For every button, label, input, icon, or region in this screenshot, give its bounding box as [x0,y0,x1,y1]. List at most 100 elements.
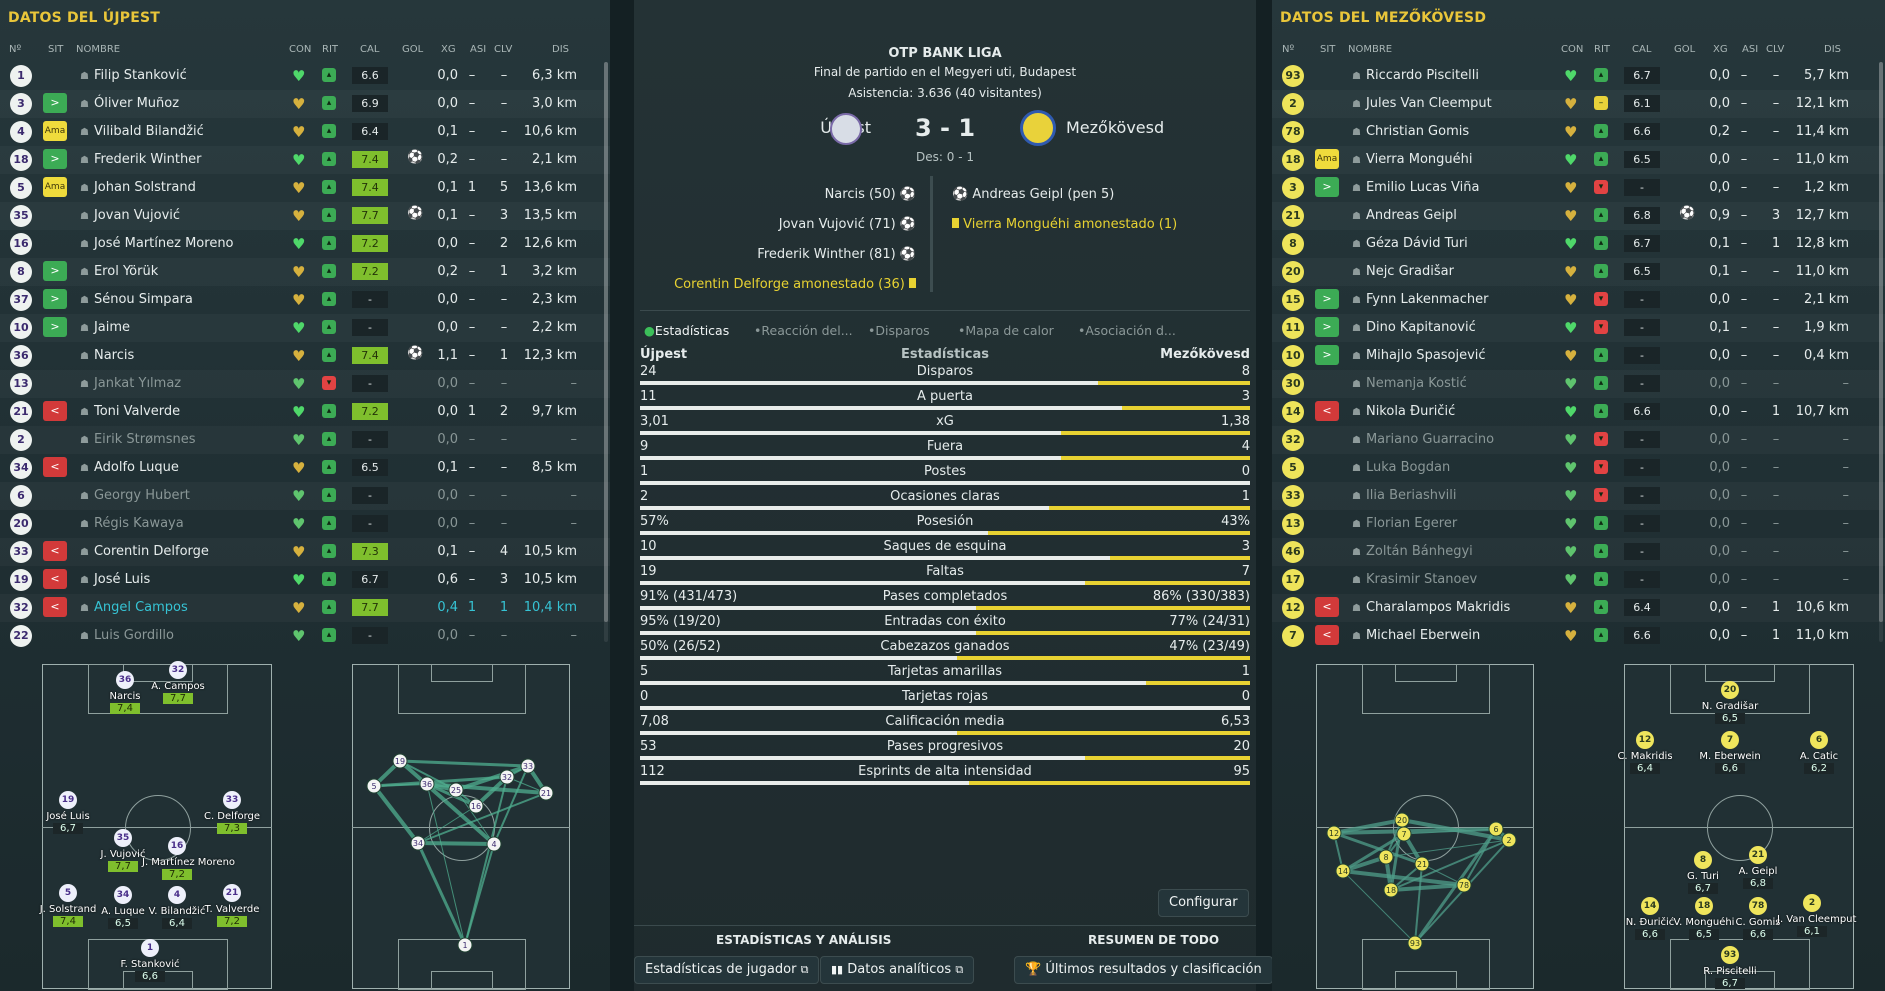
col-name[interactable]: NOMBRE [76,44,121,55]
player-name[interactable]: ☗ Mariano Guarracino [1352,432,1495,447]
table-row[interactable]: 3 > ☗ Óliver Muñoz ♥ ▴ 6.9 0,0– –3,0 km [0,90,610,118]
formation-player[interactable]: 8 G. Turi 6,7 [1668,851,1738,894]
table-row[interactable]: 2 ☗ Eirik Strømsnes ♥ ▴ -0,0– – – [0,426,610,454]
player-name[interactable]: ☗ Mihajlo Spasojević [1352,348,1486,363]
player-name[interactable]: ☗ Filip Stanković [80,68,187,83]
table-row[interactable]: 34 < ☗ Adolfo Luque ♥ ▴ 6.5 0,1– –8,5 km [0,454,610,482]
formation-player[interactable]: 21 A. Geipl 6,8 [1723,846,1793,889]
col-clv[interactable]: CLV [1766,44,1785,55]
player-name[interactable]: ☗ Géza Dávid Turi [1352,236,1468,251]
player-name[interactable]: ☗ Krasimir Stanoev [1352,572,1478,587]
player-name[interactable]: ☗ Fynn Lakenmacher [1352,292,1489,307]
player-name[interactable]: ☗ Adolfo Luque [80,460,179,475]
tab-asociacion[interactable]: • Asociación d... [1078,323,1176,338]
col-gol[interactable]: GOL [402,44,424,55]
player-name[interactable]: ☗ Frederik Winther [80,152,202,167]
table-row[interactable]: 19 < ☗ José Luis ♥ ▴ 6.7 0,6– 3 10,5 km [0,566,610,594]
table-row[interactable]: 16 ☗ José Martínez Moreno ♥ ▴ 7.2 0,0– 2 12,6 km [0,230,610,258]
table-row[interactable]: 35 ☗ Jovan Vujović ♥ ▴ 7.7 ⚽ 0,1– 3 13,5 km [0,202,610,230]
player-name[interactable]: ☗ José Luis [80,572,151,587]
formation-player[interactable]: 6 A. Catic 6,2 [1784,731,1854,774]
table-row[interactable]: 78 ☗ Christian Gomis ♥ ▴ 6.6 0,2– –11,4 km [1272,118,1885,146]
col-con[interactable]: CON [1561,44,1584,55]
player-name[interactable]: ☗ Nejc Gradišar [1352,264,1454,279]
player-name[interactable]: ☗ Zoltán Bánhegyi [1352,544,1473,559]
col-xg[interactable]: XG [441,44,456,55]
player-name[interactable]: ☗ Vilibald Bilandžić [80,124,204,139]
table-row[interactable]: 32 < ☗ Angel Campos ♥ ▴ 7.7 0,4 1 1 10,4 km [0,594,610,622]
table-row[interactable]: 10 > ☗ Jaime ♥ ▴ -0,0– –2,2 km [0,314,610,342]
player-name[interactable]: ☗ Narcis [80,348,135,363]
col-asi[interactable]: ASI [1742,44,1759,55]
analytics-button[interactable]: ▮▮ Datos analíticos ⧉ [820,956,975,984]
table-row[interactable]: 37 > ☗ Sénou Simpara ♥ ▴ -0,0– –2,3 km [0,286,610,314]
home-crest-icon[interactable] [830,113,862,145]
player-name[interactable]: ☗ Sénou Simpara [80,292,193,307]
player-name[interactable]: ☗ Ilia Beriashvili [1352,488,1457,503]
player-name[interactable]: ☗ Georgy Hubert [80,488,190,503]
col-no[interactable]: Nº [9,44,22,55]
table-row[interactable]: 5 ☗ Luka Bogdan ♥ ▾ -0,0– – – [1272,454,1885,482]
formation-player[interactable]: 19 José Luis 6,7 [33,791,103,834]
col-cal[interactable]: CAL [1632,44,1652,55]
player-name[interactable]: ☗ Charalampos Makridis [1352,600,1511,615]
formation-player[interactable]: 33 C. Delforge 7,3 [197,791,267,834]
away-team-name[interactable]: Mezőkövesd [1066,118,1165,137]
player-name[interactable]: ☗ Michael Eberwein [1352,628,1481,643]
away-crest-icon[interactable] [1020,110,1056,146]
formation-player[interactable]: 16 J. Martínez Moreno 7,2 [142,837,235,880]
player-name[interactable]: ☗ Luka Bogdan [1352,460,1451,475]
formation-player[interactable]: 1 F. Stanković 6,6 [115,939,185,982]
player-name[interactable]: ☗ Jaime [80,320,131,335]
col-no[interactable]: Nº [1282,44,1295,55]
col-dis[interactable]: DIS [552,44,569,55]
table-row[interactable]: 32 ☗ Mariano Guarracino ♥ ▾ -0,0– – – [1272,426,1885,454]
table-row[interactable]: 6 ☗ Georgy Hubert ♥ ▴ -0,0– – – [0,482,610,510]
table-row[interactable]: 22 ☗ Luis Gordillo ♥ ▴ -0,0– – – [0,622,610,650]
player-name[interactable]: ☗ Nikola Đuričić [1352,404,1456,419]
table-row[interactable]: 2 ☗ Jules Van Cleemput ♥ –6.1 0,0– –12,1 km [1272,90,1885,118]
table-row[interactable]: 8 ☗ Géza Dávid Turi ♥ ▴ 6.7 0,1– 1 12,8 km [1272,230,1885,258]
table-row[interactable]: 21 ☗ Andreas Geipl ♥ ▴ 6.8 ⚽ 0,9– 3 12,7 km [1272,202,1885,230]
player-name[interactable]: ☗ José Martínez Moreno [80,236,234,251]
col-rit[interactable]: RIT [322,44,339,55]
table-row[interactable]: 14 < ☗ Nikola Đuričić ♥ ▴ 6.6 0,0– 1 10,7 km [1272,398,1885,426]
col-sit[interactable]: SIT [48,44,64,55]
formation-player[interactable]: 2 J. Van Cleemput 6,1 [1777,894,1856,937]
formation-player[interactable]: 32 A. Campos 7,7 [143,661,213,704]
table-row[interactable]: 8 > ☗ Erol Yörük ♥ ▴ 7.2 0,2– 1 3,2 km [0,258,610,286]
col-cal[interactable]: CAL [360,44,380,55]
configure-button[interactable]: Configurar [1158,889,1249,917]
col-xg[interactable]: XG [1713,44,1728,55]
formation-player[interactable]: 36 Narcis 7,4 [90,671,160,714]
tab-reaccion[interactable]: • Reacción del... [754,323,853,338]
formation-player[interactable]: 7 M. Eberwein 6,6 [1695,731,1765,774]
table-row[interactable]: 1 ☗ Filip Stanković ♥ ▴ 6.6 0,0– –6,3 km [0,62,610,90]
table-row[interactable]: 20 ☗ Nejc Gradišar ♥ ▴ 6.5 0,1– –11,0 km [1272,258,1885,286]
table-row[interactable]: 93 ☗ Riccardo Piscitelli ♥ ▴ 6.7 0,0– –5,7 km [1272,62,1885,90]
col-dis[interactable]: DIS [1824,44,1841,55]
tab-disparos[interactable]: • Disparos [868,323,930,338]
table-row[interactable]: 21 < ☗ Toni Valverde ♥ ▴ 7.2 0,0 1 2 9,7 km [0,398,610,426]
player-name[interactable]: ☗ Nemanja Kostić [1352,376,1467,391]
table-row[interactable]: 7 < ☗ Michael Eberwein ♥ ▴ 6.6 0,0– 1 11,0 km [1272,622,1885,650]
player-name[interactable]: ☗ Jankat Yılmaz [80,376,182,391]
player-name[interactable]: ☗ Angel Campos [80,600,188,615]
col-asi[interactable]: ASI [470,44,487,55]
formation-player[interactable]: 21 T. Valverde 7,2 [197,884,267,927]
player-name[interactable]: ☗ Toni Valverde [80,404,181,419]
table-row[interactable]: 11 > ☗ Dino Kapitanović ♥ ▾ -0,1– –1,9 km [1272,314,1885,342]
table-row[interactable]: 18 > ☗ Frederik Winther ♥ ▴ 7.4 ⚽ 0,2– –2,1 km [0,146,610,174]
player-name[interactable]: ☗ Johan Solstrand [80,180,196,195]
player-name[interactable]: ☗ Óliver Muñoz [80,96,180,111]
table-row[interactable]: 36 ☗ Narcis ♥ ▴ 7.4 ⚽ 1,1– 1 12,3 km [0,342,610,370]
results-table-button[interactable]: 🏆 Últimos resultados y clasificación [1014,956,1273,984]
player-name[interactable]: ☗ Vierra Monguéhi [1352,152,1473,167]
player-name[interactable]: ☗ Corentin Delforge [80,544,209,559]
formation-player[interactable]: 35 J. Vujović 7,7 [88,829,158,872]
player-name[interactable]: ☗ Andreas Geipl [1352,208,1457,223]
table-row[interactable]: 12 < ☗ Charalampos Makridis ♥ ▴ 6.4 0,0– 1 10,6 k… [1272,594,1885,622]
formation-player[interactable]: 12 C. Makridis 6,4 [1610,731,1680,774]
table-row[interactable]: 5 Ama ☗ Johan Solstrand ♥ ▴ 7.4 0,1 1 5 13,6 km [0,174,610,202]
player-name[interactable]: ☗ Régis Kawaya [80,516,184,531]
